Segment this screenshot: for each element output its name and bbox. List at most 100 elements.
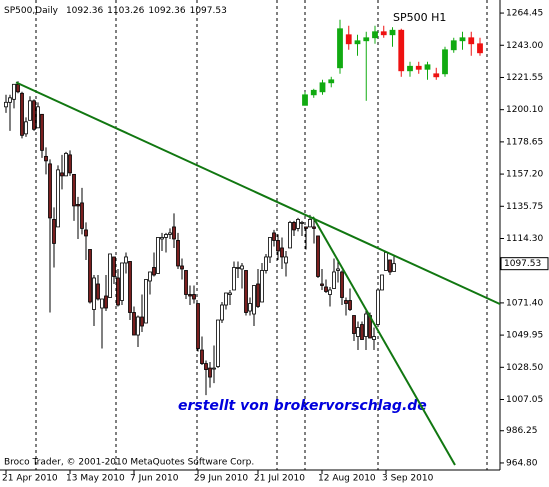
candle-body — [36, 106, 40, 129]
low: 1092.36 — [148, 6, 185, 16]
candle-body — [52, 219, 56, 244]
candle-body — [180, 265, 184, 270]
trendline — [312, 216, 456, 466]
candle-body — [112, 256, 116, 277]
x-tick-label: 21 Jul 2010 — [254, 474, 305, 484]
separators — [35, 0, 488, 470]
candle-body — [364, 313, 368, 337]
close: 1097.53 — [190, 6, 227, 16]
y-tick-label: 1114.30 — [506, 234, 543, 244]
candle-body — [48, 163, 52, 219]
candle-body — [450, 40, 457, 51]
candle-body — [116, 277, 120, 306]
candle-body — [332, 271, 336, 289]
candle-body — [176, 240, 180, 267]
x-tick-label: 12 Aug 2010 — [318, 474, 376, 484]
candle-body — [248, 303, 252, 312]
y-tick-label: 1221.55 — [506, 73, 543, 83]
candle-body — [168, 232, 172, 235]
candle-body — [28, 100, 32, 121]
candle-body — [260, 270, 264, 303]
candle-body — [337, 28, 343, 69]
candle-body — [256, 283, 260, 307]
candle-body — [316, 235, 320, 277]
y-tick-label: 986.25 — [506, 426, 538, 436]
y-tick-label: 1049.95 — [506, 331, 543, 341]
candle-body — [363, 37, 370, 42]
candle-body — [264, 256, 268, 271]
candle-body — [348, 300, 352, 310]
candle-body — [280, 247, 284, 258]
candle-body — [72, 173, 76, 207]
candle-body — [12, 83, 16, 100]
candle-body — [407, 65, 413, 72]
candle-body — [304, 226, 308, 229]
candle-body — [468, 37, 475, 45]
candle-body — [60, 172, 64, 177]
candle-body — [284, 256, 288, 264]
candle-body — [104, 295, 108, 309]
candle-body — [140, 316, 144, 327]
candle-body — [44, 155, 48, 162]
candle-body — [64, 152, 68, 177]
candle-body — [345, 34, 352, 45]
candle-body — [216, 319, 220, 367]
candle-body — [156, 237, 160, 274]
open: 1092.36 — [66, 6, 103, 16]
candle-body — [344, 300, 348, 304]
y-tick-label: 1071.40 — [506, 298, 543, 308]
candle-body — [236, 267, 240, 269]
candle-body — [360, 324, 364, 340]
candle-body — [120, 262, 124, 301]
inset-title: SP500 H1 — [393, 11, 446, 24]
candle-body — [372, 336, 376, 340]
y-tick-label: 1157.20 — [506, 170, 543, 180]
candle-body — [56, 169, 60, 228]
candle-body — [84, 229, 88, 237]
candle-body — [124, 256, 128, 264]
candle-body — [232, 267, 236, 291]
candle-body — [80, 202, 84, 229]
candle-body — [164, 234, 168, 238]
candle-body — [380, 31, 387, 36]
x-tick-label: 21 Apr 2010 — [2, 474, 58, 484]
copyright: Broco Trader, © 2001-2010 MetaQuotes Sof… — [4, 458, 254, 468]
candle-body — [288, 222, 292, 249]
candle-body — [392, 263, 396, 272]
candle-body — [292, 222, 296, 231]
candle-body — [356, 327, 360, 337]
candle-body — [398, 29, 405, 72]
candle-body — [376, 289, 380, 325]
candle-body — [220, 304, 224, 321]
candle-body — [308, 219, 312, 228]
candle-body — [212, 367, 216, 370]
candle-body — [144, 279, 148, 324]
x-tick-label: 13 May 2010 — [66, 474, 125, 484]
candle-body — [442, 49, 448, 75]
candle-body — [88, 249, 92, 303]
candle-body — [324, 286, 328, 292]
candle-body — [459, 37, 466, 42]
candle-body — [192, 294, 196, 300]
y-tick-label: 1007.05 — [506, 395, 543, 405]
candle-body — [300, 222, 304, 224]
candle-body — [336, 268, 340, 271]
candle-body — [302, 94, 308, 106]
candle-body — [224, 292, 228, 306]
y-tick-label: 1135.75 — [506, 202, 543, 212]
last-price-box — [500, 257, 549, 271]
high: 1103.26 — [107, 6, 144, 16]
candle-body — [312, 226, 316, 229]
candle-body — [172, 226, 176, 240]
x-tick-label: 29 Jun 2010 — [194, 474, 248, 484]
candle-body — [388, 259, 392, 273]
candle-body — [96, 283, 100, 300]
candle-body — [240, 265, 244, 270]
candle-body — [148, 271, 152, 282]
y-tick-label: 964.80 — [506, 458, 538, 468]
candle-body — [389, 29, 396, 36]
candle-body — [319, 82, 326, 93]
y-tick-label: 1028.50 — [506, 363, 543, 373]
candle-body — [20, 92, 24, 136]
